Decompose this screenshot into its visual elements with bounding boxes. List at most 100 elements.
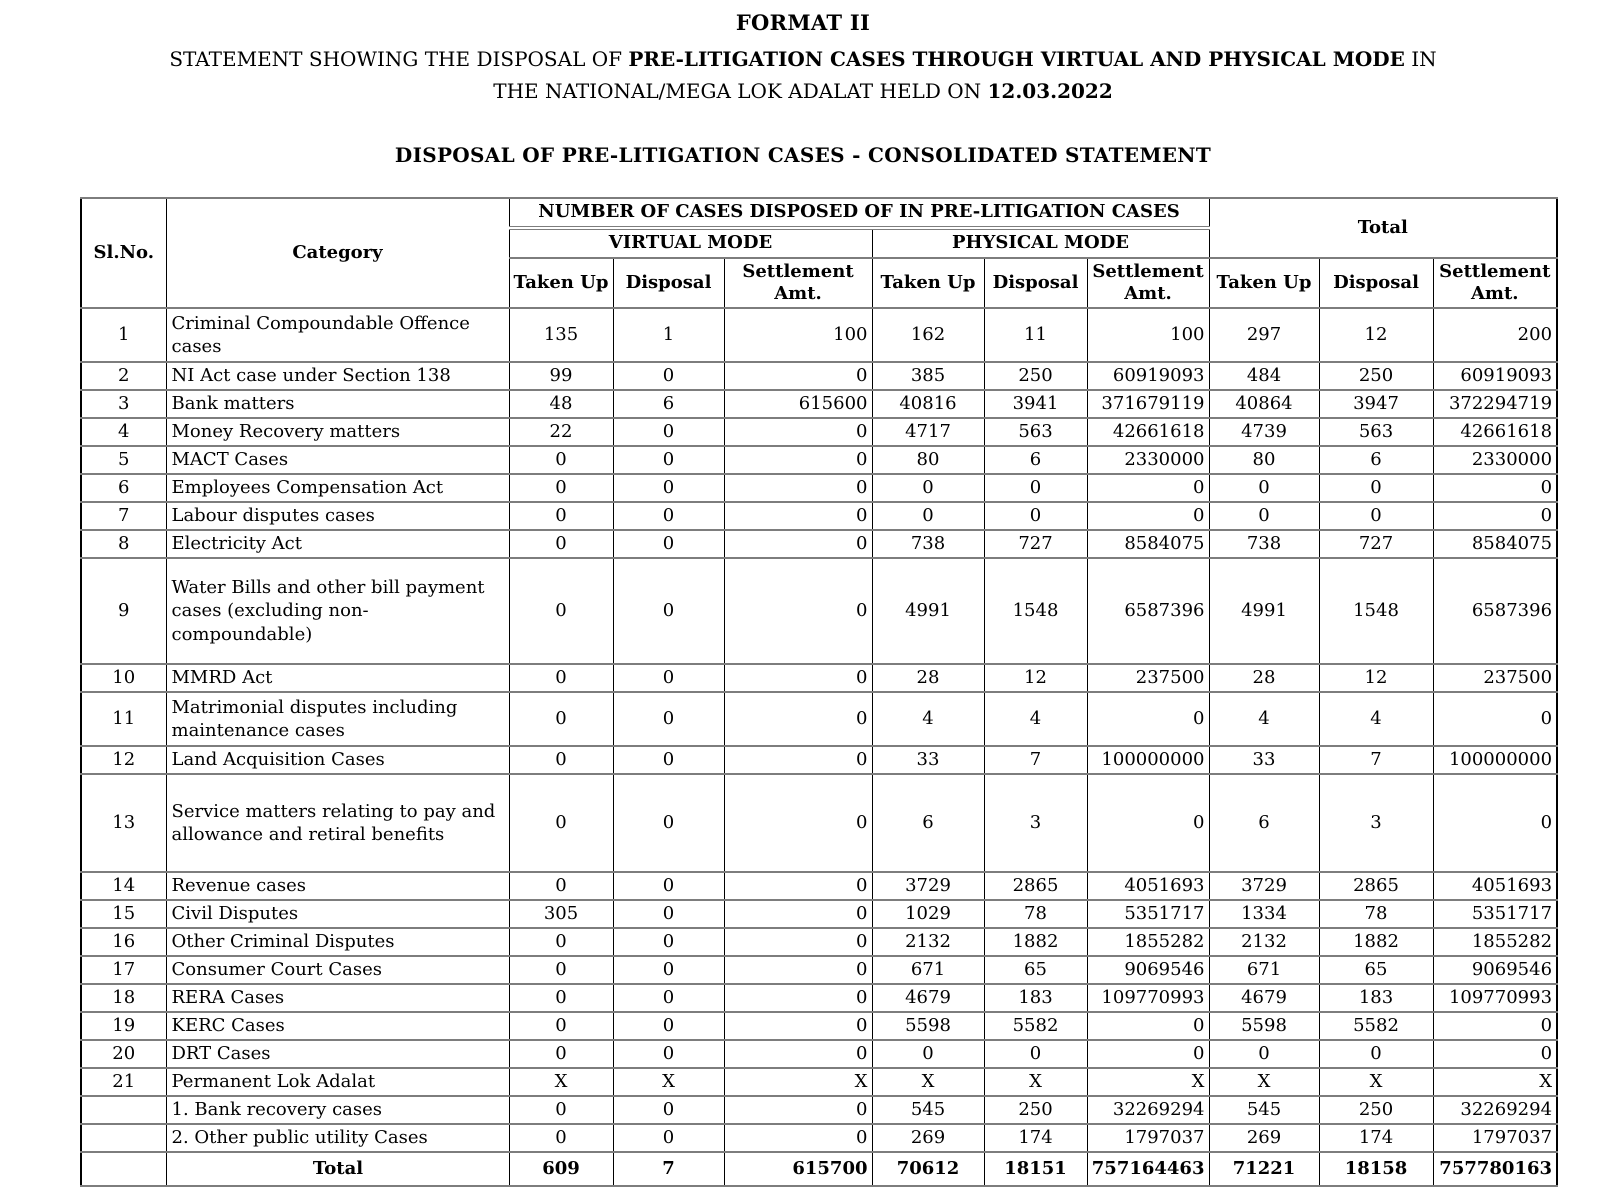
cell-category: Civil Disputes [165, 899, 510, 929]
cell-value: 4051693 [1432, 871, 1558, 901]
header-settlement-physical: Settlement Amt. [1086, 257, 1210, 309]
cell-value: 297 [1208, 307, 1320, 363]
cell-value: 0 [1318, 473, 1434, 503]
cell-value: 5598 [871, 1011, 985, 1041]
cell-value: 269 [871, 1123, 985, 1153]
cell-value: 174 [983, 1123, 1088, 1153]
cell-value: 3 [983, 773, 1088, 873]
cell-category: Water Bills and other bill payment cases… [165, 557, 510, 665]
cell-value: 2865 [983, 871, 1088, 901]
cell-value: 609 [508, 1151, 614, 1187]
cell-value: 0 [612, 1011, 725, 1041]
table-row: 17 Consumer Court Cases 0 0 0 671 65 9069546 671… [80, 955, 1558, 985]
cell-value: 0 [1208, 501, 1320, 531]
cell-value: 0 [723, 871, 873, 901]
cell-value: 0 [723, 1011, 873, 1041]
header-disposal-virtual: Disposal [612, 257, 725, 309]
cell-value: 6 [612, 389, 725, 419]
cell-value: 12 [1318, 307, 1434, 363]
header-row-group: Sl.No. Category NUMBER OF CASES DISPOSED… [80, 197, 1558, 309]
table-row: 9 Water Bills and other bill payment case… [80, 557, 1558, 665]
cell-category: Bank matters [165, 389, 510, 419]
cell-value: 1855282 [1086, 927, 1210, 957]
cell-value: X [1086, 1067, 1210, 1097]
cell-value: 0 [1086, 691, 1210, 747]
cell-value: 0 [508, 1039, 614, 1069]
cell-sl-no: 17 [80, 955, 167, 985]
header-taken-up-virtual: Taken Up [508, 257, 614, 309]
cell-value: 615600 [723, 389, 873, 419]
cell-sl-no: 5 [80, 445, 167, 475]
header-taken-up-total: Taken Up [1208, 257, 1320, 309]
cell-value: 0 [723, 529, 873, 559]
cell-value: 33 [871, 745, 985, 775]
cell-value: 9069546 [1086, 955, 1210, 985]
format-title: FORMAT II [735, 10, 871, 35]
cell-value: 727 [1318, 529, 1434, 559]
cell-value: 5582 [983, 1011, 1088, 1041]
cell-sl-no: 16 [80, 927, 167, 957]
cell-value: 545 [1208, 1095, 1320, 1125]
cell-value: 0 [508, 529, 614, 559]
cell-category: NI Act case under Section 138 [165, 361, 510, 391]
table-row: 21 Permanent Lok Adalat X X X X X X X X X [80, 1067, 1558, 1097]
cell-value: 0 [508, 745, 614, 775]
header-row-modes: VIRTUAL MODE PHYSICAL MODE [81, 227, 1557, 259]
cell-value: 0 [508, 955, 614, 985]
cell-category: Permanent Lok Adalat [165, 1067, 510, 1097]
cell-sl-no: 10 [80, 663, 167, 693]
cell-value: 100000000 [1086, 745, 1210, 775]
table-row: 8 Electricity Act 0 0 0 738 727 8584075 738 727 85… [80, 529, 1558, 559]
cell-sl-no: 18 [80, 983, 167, 1013]
cell-value: 0 [508, 773, 614, 873]
table-row: 2. Other public utility Cases 0 0 0 269 174 17… [80, 1123, 1558, 1153]
cell-value: 0 [1086, 1039, 1210, 1069]
cell-sl-no: 8 [80, 529, 167, 559]
cell-value: 0 [723, 501, 873, 531]
table-row: 16 Other Criminal Disputes 0 0 0 2132 1882 1855… [80, 927, 1558, 957]
cell-value: 8584075 [1432, 529, 1558, 559]
cell-value: 7 [612, 1151, 725, 1187]
cell-value: 0 [983, 1039, 1088, 1069]
cell-value: 183 [983, 983, 1088, 1013]
cell-value: 3729 [871, 871, 985, 901]
cell-value: 0 [508, 1095, 614, 1125]
cell-value: 2132 [871, 927, 985, 957]
table-row: 7 Labour disputes cases 0 0 0 0 0 0 0 0 0 [80, 501, 1558, 531]
cell-value: 135 [508, 307, 614, 363]
disposal-table: Sl.No. Category NUMBER OF CASES DISPOSED… [80, 197, 1559, 1187]
cell-value: 0 [612, 445, 725, 475]
cell-value: 1882 [1318, 927, 1434, 957]
cell-value: 2330000 [1432, 445, 1558, 475]
cell-value: 738 [871, 529, 985, 559]
cell-value: 0 [612, 557, 725, 665]
cell-value: 71221 [1208, 1151, 1320, 1187]
cell-value: 0 [723, 473, 873, 503]
cell-category: Labour disputes cases [165, 501, 510, 531]
cell-value: 0 [508, 871, 614, 901]
cell-value: 80 [871, 445, 985, 475]
cell-value: 0 [508, 501, 614, 531]
statement-middle: IN THE NATIONAL/MEGA LOK ADALAT HELD ON [493, 47, 1437, 103]
cell-value: 0 [612, 745, 725, 775]
cell-value: 0 [612, 899, 725, 929]
cell-value: 0 [723, 745, 873, 775]
cell-value: 0 [612, 473, 725, 503]
cell-sl-no: 3 [80, 389, 167, 419]
cell-value: 9069546 [1432, 955, 1558, 985]
cell-value: 6 [1318, 445, 1434, 475]
cell-value: 1797037 [1086, 1123, 1210, 1153]
cell-value: 0 [612, 871, 725, 901]
cell-value: 1548 [983, 557, 1088, 665]
header-total: Total [1208, 197, 1558, 259]
cell-value: 563 [983, 417, 1088, 447]
cell-value: 0 [508, 663, 614, 693]
cell-value: 0 [1086, 501, 1210, 531]
cell-value: 18151 [983, 1151, 1088, 1187]
cell-value: 99 [508, 361, 614, 391]
cell-value: 2132 [1208, 927, 1320, 957]
table-row: 10 MMRD Act 0 0 0 28 12 237500 28 12 237500 [80, 663, 1558, 693]
cell-value: 4679 [1208, 983, 1320, 1013]
cell-value: 0 [508, 691, 614, 747]
